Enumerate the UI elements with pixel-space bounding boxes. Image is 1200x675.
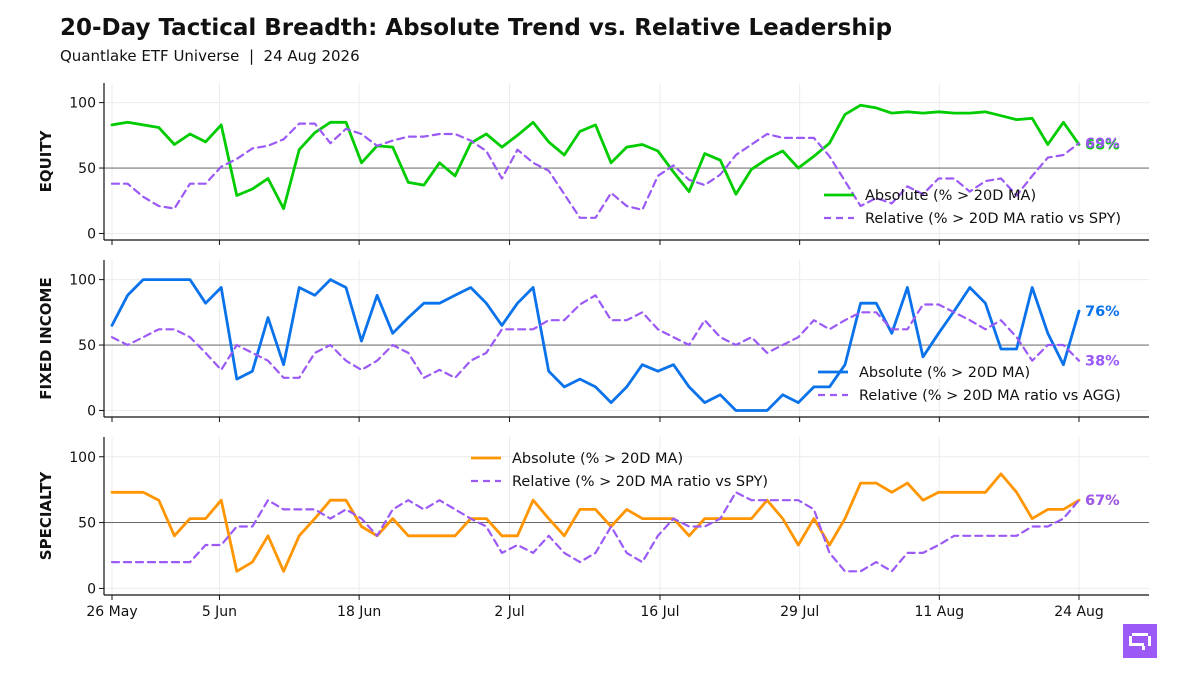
y-tick-label: 50 [78,516,96,532]
legend: Absolute (% > 20D MA) Relative (% > 20D M… [471,451,768,490]
chart-title: 20-Day Tactical Breadth: Absolute Trend … [60,15,892,41]
chart-subtitle: Quantlake ETF Universe | 24 Aug 2026 [60,47,360,65]
legend-label: Relative (% > 20D MA ratio vs AGG) [859,388,1121,404]
y-tick-label: 100 [69,273,96,289]
legend-label: Absolute (% > 20D MA) [865,188,1036,204]
y-tick-label: 100 [69,450,96,466]
panels: 0 50 100 EQUITY 68%69% Absolute (% > 20D MA) R… [37,83,1149,620]
series-line-absolute [110,472,1081,573]
y-tick-label: 50 [78,161,96,177]
y-axis-label: EQUITY [37,129,55,192]
x-tick-label: 16 Jul [640,604,679,620]
brand-logo [1123,624,1157,658]
legend-label: Absolute (% > 20D MA) [859,365,1030,381]
x-tick-label: 5 Jun [202,604,237,620]
panel-specialty: 0 50 100 26 May 5 Jun 18 Jun 2 Jul 16 Jul 29 Jul… [37,437,1149,620]
end-value-label: 68% [1085,137,1120,153]
y-tick-label: 50 [78,338,96,354]
y-axis-label: FIXED INCOME [37,277,55,399]
y-tick-label: 0 [87,403,96,419]
end-value-label: 38% [1085,354,1120,370]
end-value-label: 67% [1085,493,1120,509]
x-tick-label: 11 Aug [915,604,965,620]
series-line-relative [110,294,1081,379]
legend-label: Relative (% > 20D MA ratio vs SPY) [512,474,768,490]
y-axis-label: SPECIALTY [37,471,55,561]
x-tick-label: 24 Aug [1054,604,1104,620]
legend-label: Relative (% > 20D MA ratio vs SPY) [865,211,1121,227]
y-tick-label: 0 [87,581,96,597]
end-value-label: 76% [1085,304,1120,320]
logo-icon [1123,624,1157,658]
x-tick-label: 18 Jun [337,604,381,620]
y-tick-label: 0 [87,226,96,242]
series-line-relative [110,491,1081,573]
y-tick-label: 100 [69,96,96,112]
legend: Absolute (% > 20D MA) Relative (% > 20D M… [818,365,1121,404]
legend: Absolute (% > 20D MA) Relative (% > 20D M… [824,188,1121,227]
series-line-relative [110,122,1081,219]
end-value-label: 67% [1085,493,1120,509]
series-line-absolute [110,278,1081,412]
series-line-absolute [110,103,1081,211]
x-tick-label: 29 Jul [780,604,819,620]
end-value-label: 69% [1085,136,1120,152]
x-tick-label: 26 May [86,604,137,620]
panel-equity: 0 50 100 EQUITY 68%69% Absolute (% > 20D MA) R… [37,83,1149,245]
x-tick-label: 2 Jul [494,604,524,620]
legend-label: Absolute (% > 20D MA) [512,451,683,467]
